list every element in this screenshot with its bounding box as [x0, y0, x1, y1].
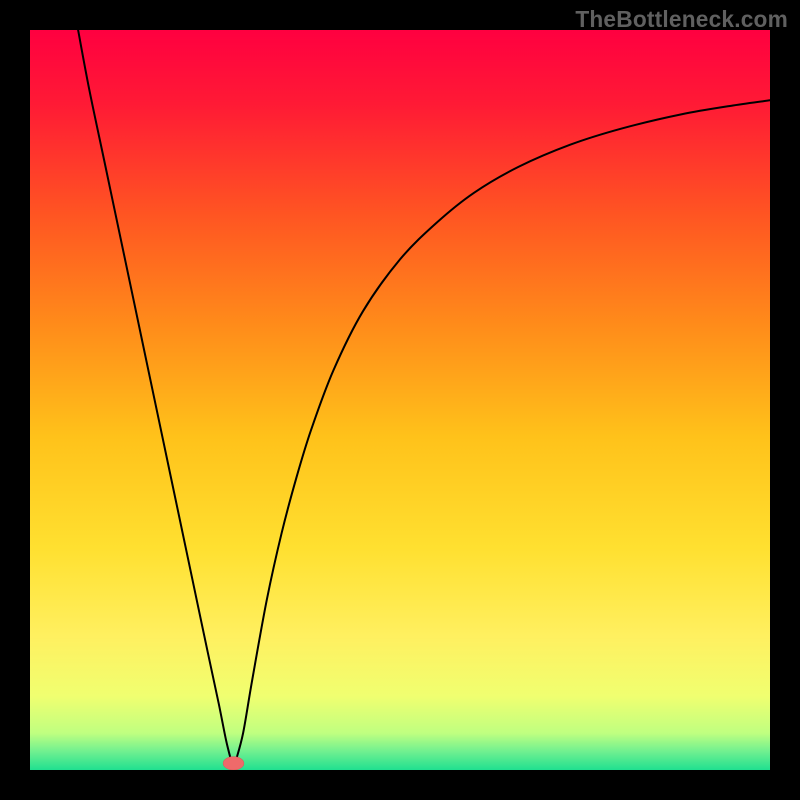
marker-group [223, 757, 244, 770]
chart-svg [30, 30, 770, 770]
chart-container: TheBottleneck.com [0, 0, 800, 800]
watermark-text: TheBottleneck.com [575, 6, 788, 33]
plot-area [30, 30, 770, 770]
min-marker [223, 757, 244, 770]
plot-background [30, 30, 770, 770]
